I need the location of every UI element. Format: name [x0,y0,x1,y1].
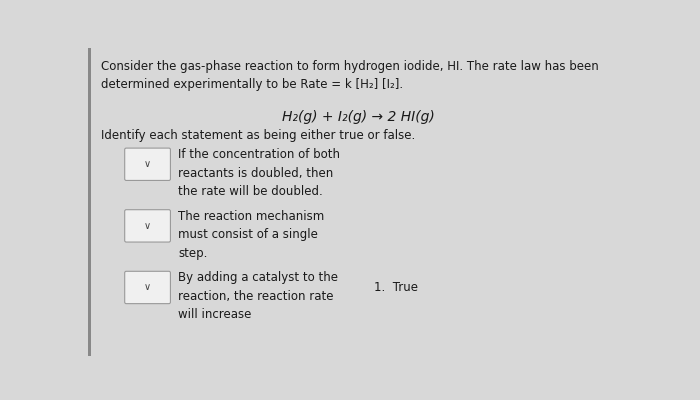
Text: ∨: ∨ [144,221,151,231]
FancyBboxPatch shape [125,210,170,242]
Text: ∨: ∨ [144,159,151,169]
Text: H₂(g) + I₂(g) → 2 HI(g): H₂(g) + I₂(g) → 2 HI(g) [282,110,435,124]
Text: ∨: ∨ [144,282,151,292]
Text: The reaction mechanism
must consist of a single
step.: The reaction mechanism must consist of a… [178,210,324,260]
Text: If the concentration of both
reactants is doubled, then
the rate will be doubled: If the concentration of both reactants i… [178,148,340,198]
FancyBboxPatch shape [125,271,170,304]
Bar [88,48,92,356]
Text: Consider the gas-phase reaction to form hydrogen iodide, HI. The rate law has be: Consider the gas-phase reaction to form … [102,60,599,90]
FancyBboxPatch shape [125,148,170,180]
Text: 1.  True: 1. True [374,282,419,294]
Text: Identify each statement as being either true or false.: Identify each statement as being either … [102,129,416,142]
Text: By adding a catalyst to the
reaction, the reaction rate
will increase: By adding a catalyst to the reaction, th… [178,271,338,321]
